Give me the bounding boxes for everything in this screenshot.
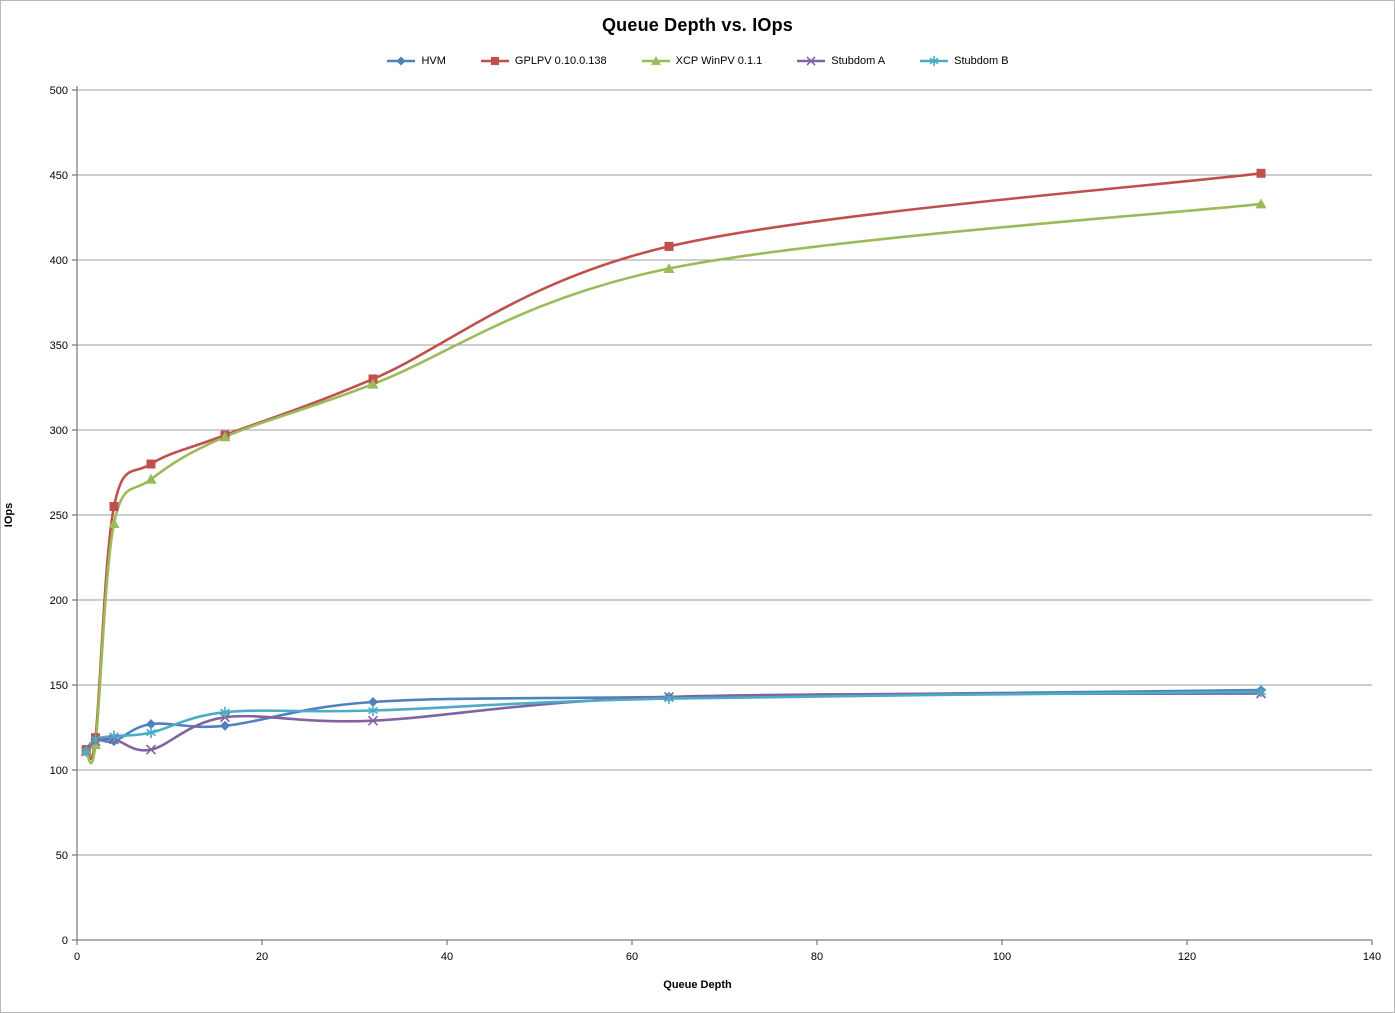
y-axis-title: IOps [3,502,15,528]
marker-square [664,241,674,251]
x-tick-label: 140 [1363,951,1381,963]
x-tick-label: 0 [74,951,80,963]
marker-asterisk [146,727,156,739]
series-line-Stubdom-A [84,692,1263,753]
marker-asterisk [1256,686,1266,698]
legend-label: HVM [421,55,446,67]
x-tick-label: 40 [441,951,453,963]
y-tick-label: 50 [56,850,68,862]
legend-label: Stubdom B [954,55,1009,67]
y-tick-label: 0 [62,935,68,947]
marker-square [146,459,156,469]
y-tick-label: 450 [50,170,68,182]
x-tick-label: 120 [1178,951,1196,963]
x-tick-label: 60 [626,951,638,963]
marker-asterisk [220,706,230,718]
series-markers-XCP-WinPV-0-1-1 [80,198,1267,756]
series-markers-Stubdom-B [81,686,1266,757]
y-tick-label: 200 [50,595,68,607]
marker-triangle [650,56,661,66]
marker-triangle [1255,198,1267,209]
marker-square [109,502,119,511]
marker-diamond [368,697,378,707]
legend-swatch-asterisk [920,56,949,66]
legend-item-XCP-WinPV-0-1-1: XCP WinPV 0.1.1 [641,54,763,68]
y-tick-label: 250 [50,510,68,522]
legend-item-Stubdom-B: Stubdom B [919,54,1009,68]
marker-asterisk [109,730,119,742]
marker-square [1256,168,1266,178]
series-line-GPLPV-0-10-0-138 [84,172,1263,760]
marker-triangle [219,431,231,442]
legend-item-GPLPV-0-10-0-138: GPLPV 0.10.0.138 [480,54,607,68]
x-tick-label: 20 [256,951,268,963]
y-tick-label: 300 [50,425,68,437]
series-line-XCP-WinPV-0-1-1 [84,202,1263,765]
x-tick-label: 100 [993,951,1011,963]
marker-asterisk [664,693,674,705]
legend-swatch-x [797,56,826,66]
series-line-Stubdom-B [84,690,1263,753]
marker-diamond [146,719,156,730]
marker-x [145,744,157,755]
legend: HVM GPLPV 0.10.0.138 XCP WinPV 0.1.1 Stubdo… [1,54,1394,68]
marker-diamond [220,720,230,731]
x-axis-title: Queue Depth [663,979,732,991]
marker-asterisk [90,733,101,745]
y-tick-label: 150 [50,680,68,692]
marker-diamond [396,56,406,66]
legend-label: GPLPV 0.10.0.138 [514,55,607,67]
marker-triangle [145,473,157,484]
series-markers-GPLPV-0-10-0-138 [81,168,1266,755]
marker-asterisk [368,705,378,716]
legend-label: XCP WinPV 0.1.1 [675,55,763,67]
y-tick-label: 400 [50,255,68,267]
y-tick-label: 350 [50,340,68,352]
legend-swatch-square [480,56,509,66]
marker-asterisk [81,745,92,757]
legend-swatch-diamond [387,56,416,66]
marker-triangle [367,378,379,389]
marker-x [806,56,816,66]
chart-title: Queue Depth vs. IOps [601,15,794,35]
marker-triangle [663,263,675,273]
legend-item-Stubdom-A: Stubdom A [796,54,885,68]
marker-asterisk [929,56,939,66]
marker-x [367,715,379,726]
y-tick-label: 100 [50,765,68,777]
x-tick-label: 80 [811,951,823,963]
marker-square [490,56,499,66]
y-tick-label: 500 [50,85,68,97]
marker-triangle [108,518,120,528]
legend-swatch-triangle [641,56,670,66]
legend-label: Stubdom A [831,55,886,67]
legend-item-HVM: HVM [386,54,446,68]
